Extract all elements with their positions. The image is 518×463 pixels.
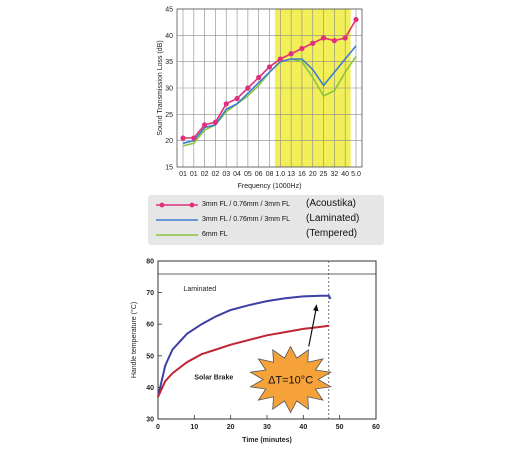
x-tick-label: 02: [201, 171, 209, 178]
x-tick-label: 16: [298, 171, 306, 178]
x-tick-label: 30: [263, 424, 271, 431]
data-point: [353, 16, 359, 23]
legend-swatch-acoustika: [156, 202, 198, 208]
x-tick-label: 20: [227, 424, 235, 431]
data-point: [191, 135, 197, 141]
series-line-solar-brake: [157, 324, 329, 398]
x-tick-label: 10: [190, 424, 198, 431]
data-point: [331, 38, 337, 44]
data-point: [234, 95, 240, 102]
data-point: [256, 74, 262, 81]
x-tick-label: 13: [287, 171, 295, 178]
y-axis-label-2: Handle temperature (°C): [130, 302, 138, 378]
legend-swatch-laminated: [156, 219, 198, 221]
data-point: [277, 56, 283, 62]
y-tick-label: 30: [146, 417, 154, 424]
x-tick-label: 02: [212, 171, 220, 178]
y-tick-label: 30: [165, 86, 173, 93]
x-tick-label: 1.0: [275, 171, 285, 178]
x-tick-label: 50: [336, 424, 344, 431]
data-point: [223, 101, 229, 107]
x-tick-label: 03: [222, 171, 230, 178]
y-tick-label: 25: [165, 112, 173, 119]
x-tick-label: 01: [179, 171, 187, 178]
legend-text-tempered: 6mm FL: [202, 231, 228, 238]
series-line-laminated: [157, 294, 332, 398]
legend-text-laminated: 3mm FL / 0.76mm / 3mm FL: [202, 216, 291, 223]
y-tick-label: 20: [165, 138, 173, 145]
legend-label-tempered: (Tempered): [306, 228, 358, 239]
annotation-text: ΔT=10°C: [268, 375, 313, 387]
x-tick-label: 25: [320, 171, 328, 178]
data-point: [202, 122, 208, 128]
x-tick-label: 60: [372, 424, 380, 431]
y-tick-label: 70: [146, 290, 154, 297]
data-point: [266, 64, 273, 70]
data-point: [310, 40, 316, 46]
y-tick-label: 15: [165, 165, 173, 172]
annotation-arrow-shaft: [308, 309, 317, 347]
x-tick-label: 5.0: [351, 171, 361, 178]
x-tick-label: 0: [156, 424, 160, 431]
x-tick-label: 01: [190, 171, 198, 178]
y-tick-label: 50: [146, 353, 154, 360]
x-tick-label: 08: [266, 171, 274, 178]
y-axis-label-1: Sound Transmission Loss (dB): [157, 40, 164, 135]
series-label-solar-brake: Solar Brake: [194, 375, 233, 382]
data-point: [320, 35, 327, 41]
legend-label-acoustika: (Acoustika): [306, 198, 357, 209]
plot-frame-1: [176, 8, 363, 168]
y-tick-label: 60: [146, 322, 154, 329]
data-point: [212, 119, 219, 125]
x-tick-label: 40: [299, 424, 307, 431]
series-label-laminated: Laminated: [183, 286, 216, 293]
legend: 3mm FL / 0.76mm / 3mm FL (Acoustika) 3mm…: [148, 195, 384, 245]
y-tick-label: 45: [165, 7, 173, 14]
series-line-laminated: [182, 45, 357, 145]
x-tick-label: 04: [233, 171, 241, 178]
x-tick-label: 20: [309, 171, 317, 178]
y-tick-label: 35: [165, 59, 173, 66]
annotation-burst: [249, 345, 333, 414]
y-tick-label: 80: [146, 259, 154, 266]
x-tick-label: 40: [341, 171, 349, 178]
annotation-arrow-head: [313, 304, 319, 312]
y-tick-label: 40: [146, 385, 154, 392]
legend-text-acoustika: 3mm FL / 0.76mm / 3mm FL: [202, 201, 291, 208]
data-point: [288, 51, 294, 57]
y-tick-label: 40: [165, 33, 173, 40]
data-point: [299, 45, 305, 52]
legend-label-laminated: (Laminated): [306, 213, 360, 224]
x-axis-label-2: Time (minutes): [242, 437, 292, 444]
x-axis-label-1: Frequency (1000Hz): [238, 183, 302, 190]
data-point: [342, 35, 348, 41]
legend-swatch-tempered: [156, 234, 198, 236]
data-point: [245, 85, 251, 91]
x-tick-label: 32: [330, 171, 338, 178]
data-point: [180, 135, 186, 141]
x-tick-label: 05: [244, 171, 252, 178]
x-tick-label: 06: [255, 171, 263, 178]
